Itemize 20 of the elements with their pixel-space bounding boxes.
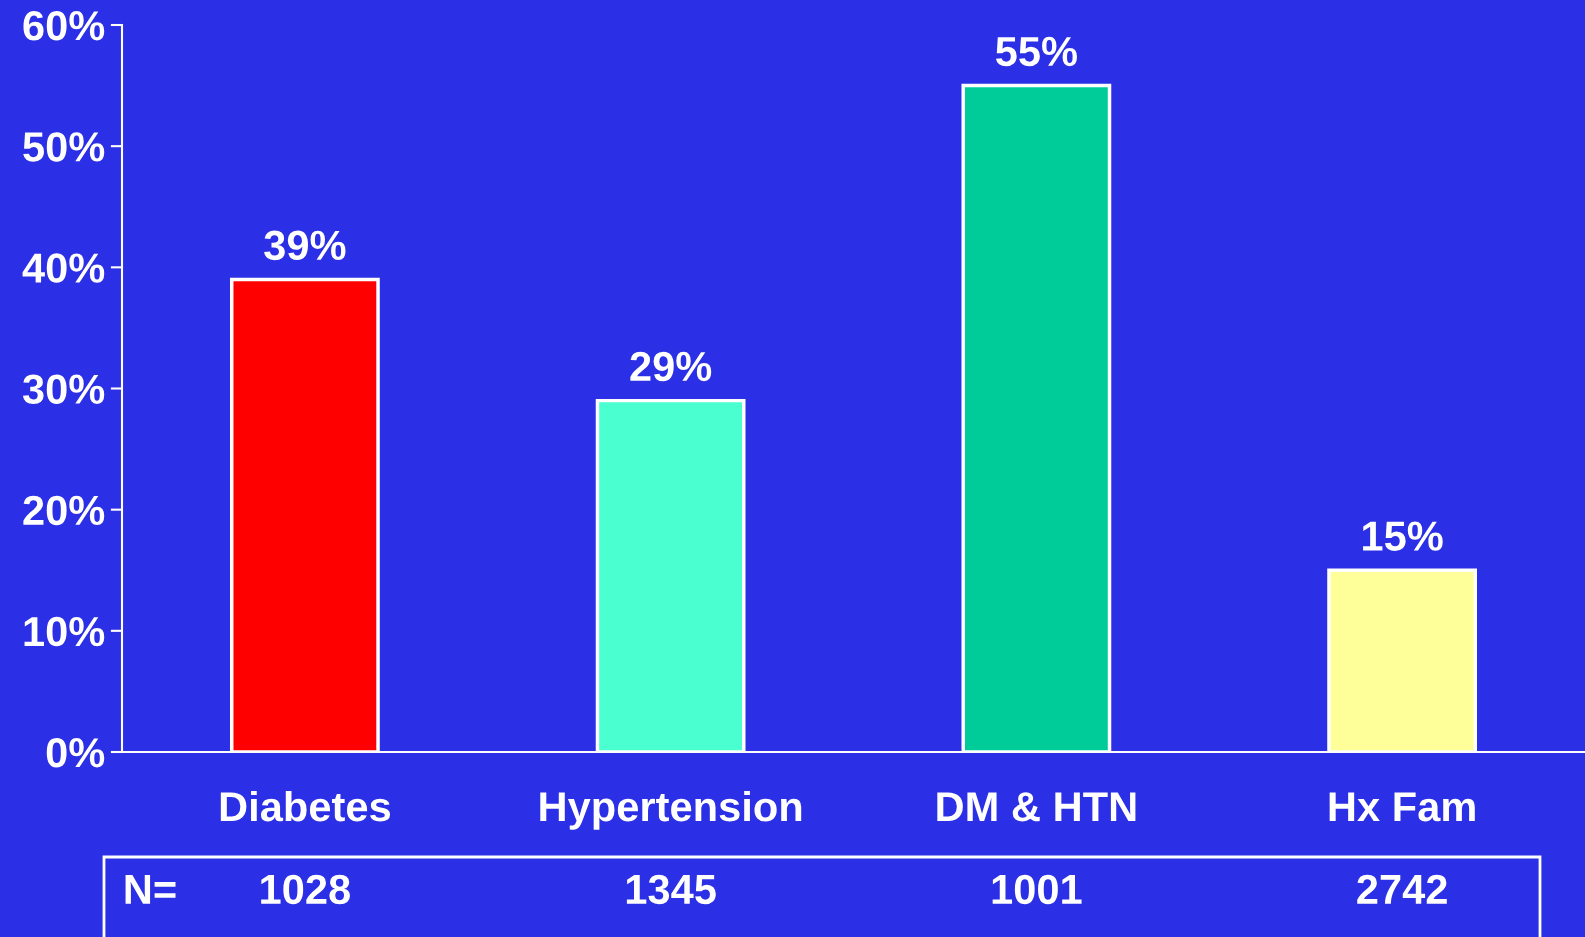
y-tick-label: 10% (24, 616, 105, 647)
text: 1345 (626, 874, 716, 905)
data-label: 39% (264, 230, 346, 261)
y-tick-label: 40% (22, 253, 105, 283)
x-tick-label: Hypertension (540, 790, 802, 830)
y-tick-label: 0% (46, 738, 105, 768)
y-tick-label: 50% (23, 132, 105, 162)
text: 1028 (261, 874, 350, 905)
text: 2742 (1357, 874, 1447, 904)
x-tick-label: Hx Fam (1329, 792, 1475, 822)
data-label: 55% (995, 36, 1077, 67)
data-label: 15% (1363, 521, 1443, 551)
x-tick-label: DM & HTN (937, 792, 1136, 822)
y-tick-label: 20% (23, 495, 105, 526)
text: 1001 (992, 874, 1082, 905)
y-tick-label: 30% (22, 374, 105, 405)
data-label: 29% (630, 351, 712, 382)
x-tick-label: Diabetes (220, 790, 391, 822)
y-tick-label: 60% (23, 11, 105, 41)
text: N= (125, 875, 176, 904)
